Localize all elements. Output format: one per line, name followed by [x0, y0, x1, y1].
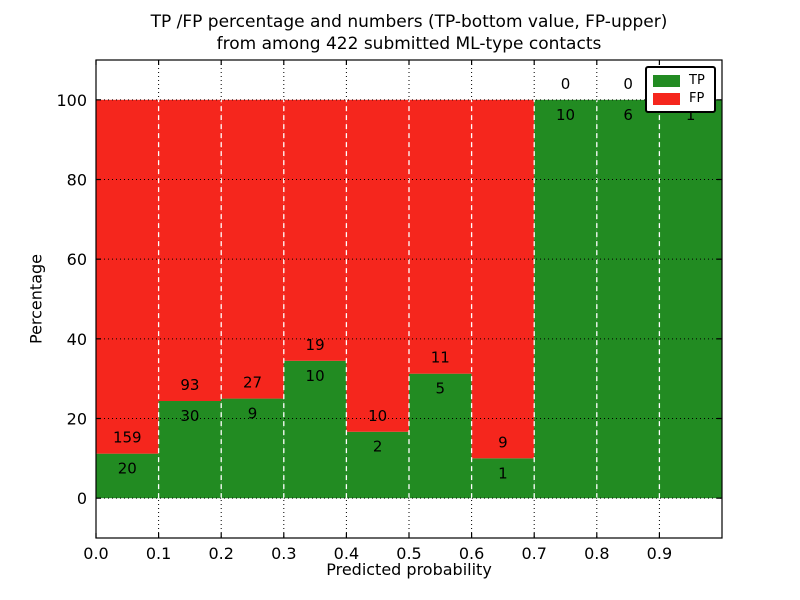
bar-fp-segment	[471, 99, 535, 459]
x-tick-label: 0.5	[396, 544, 421, 563]
fp-count-label: 159	[113, 429, 142, 447]
x-tick-label: 0.6	[459, 544, 484, 563]
bar-tp-segment	[96, 453, 159, 499]
bar-tp-segment	[283, 360, 347, 499]
bar-fp-segment	[346, 99, 409, 432]
chart-title-line1: TP /FP percentage and numbers (TP-bottom…	[150, 12, 668, 32]
bar-tp-segment	[659, 99, 722, 499]
tp-count-label: 1	[498, 464, 508, 482]
tp-legend-swatch	[653, 74, 680, 87]
fp-count-label: 9	[498, 433, 508, 451]
x-tick-label: 0.7	[521, 544, 546, 563]
tp-count-label: 30	[180, 407, 199, 425]
y-tick-label: 40	[67, 330, 87, 349]
y-tick-label: 60	[67, 250, 87, 269]
legend: TP FP	[645, 66, 716, 113]
tp-count-label: 6	[623, 106, 633, 124]
tp-count-label: 20	[118, 460, 137, 478]
bar-fp-segment	[221, 99, 284, 399]
y-tick-label: 100	[56, 91, 87, 110]
x-tick-label: 0.0	[83, 544, 108, 563]
y-tick-label: 0	[77, 489, 87, 508]
fp-legend-swatch	[653, 92, 680, 105]
tp-count-label: 10	[306, 367, 325, 385]
x-axis-label: Predicted probability	[326, 560, 492, 579]
bar-tp-segment	[471, 458, 535, 499]
legend-entry-tp: TP	[653, 74, 708, 87]
fp-count-label: 0	[561, 75, 571, 93]
fp-count-label: 19	[306, 336, 325, 354]
bar-tp-segment	[158, 401, 222, 499]
bar-fp-segment	[409, 99, 472, 374]
bar-tp-segment	[534, 99, 597, 499]
tp-count-label: 1	[686, 106, 696, 124]
fp-count-label: 0	[623, 75, 633, 93]
tp-count-label: 9	[248, 405, 258, 423]
chart-title: TP /FP percentage and numbers (TP-bottom…	[96, 11, 722, 55]
bar-fp-segment	[158, 99, 222, 402]
fp-count-label: 93	[180, 376, 199, 394]
tp-count-label: 10	[556, 106, 575, 124]
x-tick-label: 0.2	[208, 544, 233, 563]
fp-count-label: 10	[368, 407, 387, 425]
bar-fp-segment	[283, 99, 347, 361]
y-tick-label: 80	[67, 171, 87, 190]
fp-count-label: 11	[431, 349, 450, 367]
bar-tp-segment	[221, 398, 284, 499]
x-tick-label: 0.8	[584, 544, 609, 563]
tp-count-label: 5	[436, 380, 446, 398]
bar-fp-segment	[96, 99, 159, 454]
x-tick-label: 0.4	[334, 544, 359, 563]
legend-entry-fp: FP	[653, 92, 708, 105]
bar-tp-segment	[596, 99, 660, 499]
x-tick-label: 0.1	[146, 544, 171, 563]
x-tick-label: 0.9	[647, 544, 672, 563]
fp-count-label: 27	[243, 374, 262, 392]
y-tick-label: 20	[67, 410, 87, 429]
tp-count-label: 2	[373, 438, 383, 456]
x-tick-label: 0.3	[271, 544, 296, 563]
fp-legend-label: FP	[689, 91, 705, 106]
bar-tp-segment	[409, 373, 472, 499]
tp-legend-label: TP	[689, 73, 705, 88]
bar-tp-segment	[346, 431, 409, 499]
chart-title-line2: from among 422 submitted ML-type contact…	[216, 34, 602, 54]
